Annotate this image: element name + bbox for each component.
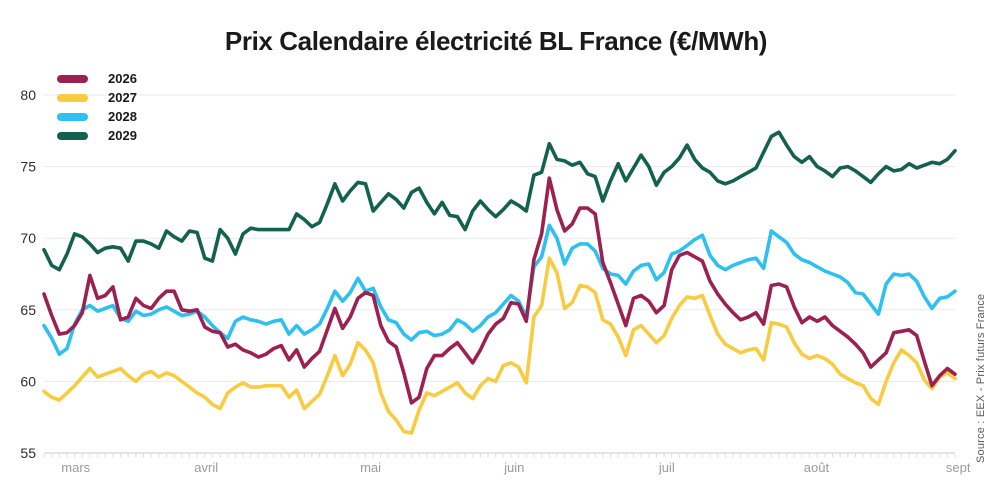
- legend-item-2028: 2028: [57, 107, 137, 126]
- series-line-2028[interactable]: [42, 223, 957, 357]
- series-line-2029[interactable]: [42, 130, 957, 272]
- x-axis-label: août: [804, 460, 830, 475]
- legend-item-2026: 2026: [57, 69, 137, 88]
- legend-label: 2028: [108, 109, 137, 124]
- legend: 2026 2027 2028 2029: [57, 69, 137, 145]
- series-line-2026[interactable]: [42, 176, 957, 405]
- y-axis-label: 70: [20, 230, 36, 246]
- y-axis-label: 65: [20, 302, 36, 318]
- x-axis-label: mars: [61, 460, 90, 475]
- x-axis-label: juil: [658, 460, 675, 475]
- series-line-2027[interactable]: [42, 256, 957, 435]
- y-axis-label: 60: [20, 373, 36, 389]
- x-axis-label: juin: [503, 460, 524, 475]
- legend-swatch-icon: [57, 112, 88, 121]
- legend-swatch-icon: [57, 131, 88, 140]
- x-axis-label: mai: [360, 460, 381, 475]
- legend-swatch-icon: [57, 93, 88, 102]
- x-axis-label: sept: [946, 460, 971, 475]
- legend-item-2029: 2029: [57, 126, 137, 145]
- legend-label: 2026: [108, 71, 137, 86]
- x-axis-label: avril: [194, 460, 218, 475]
- legend-label: 2027: [108, 90, 137, 105]
- y-axis-label: 80: [20, 87, 36, 103]
- legend-swatch-icon: [57, 74, 88, 83]
- legend-item-2027: 2027: [57, 88, 137, 107]
- y-axis-label: 75: [20, 159, 36, 175]
- source-credit: Source : EEX - Prix futurs France: [975, 293, 987, 463]
- y-axis-label: 55: [20, 445, 36, 461]
- chart-title: Prix Calendaire électricité BL France (€…: [224, 26, 768, 56]
- legend-label: 2029: [108, 128, 137, 143]
